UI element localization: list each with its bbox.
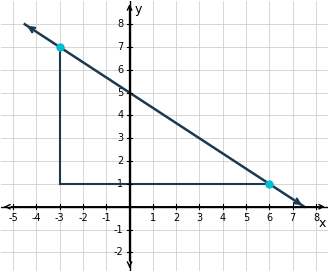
Text: 3: 3 [196,213,203,223]
Text: 8: 8 [313,213,319,223]
Text: -4: -4 [32,213,41,223]
Text: 3: 3 [117,133,123,143]
Text: -1: -1 [101,213,111,223]
Text: 8: 8 [117,19,123,29]
Text: 1: 1 [117,179,123,189]
Text: 6: 6 [117,65,123,75]
Text: 2: 2 [173,213,179,223]
Text: -2: -2 [78,213,88,223]
Text: 4: 4 [220,213,226,223]
Text: x: x [319,217,326,230]
Text: -5: -5 [8,213,18,223]
Text: 1: 1 [150,213,156,223]
Text: 7: 7 [117,42,123,52]
Text: -2: -2 [114,247,123,257]
Text: 5: 5 [243,213,249,223]
Text: -1: -1 [114,225,123,234]
Text: 5: 5 [117,88,123,98]
Text: y: y [134,2,141,16]
Text: -3: -3 [55,213,64,223]
Text: 7: 7 [290,213,296,223]
Text: 6: 6 [266,213,272,223]
Text: 2: 2 [117,156,123,166]
Text: 4: 4 [117,110,123,120]
